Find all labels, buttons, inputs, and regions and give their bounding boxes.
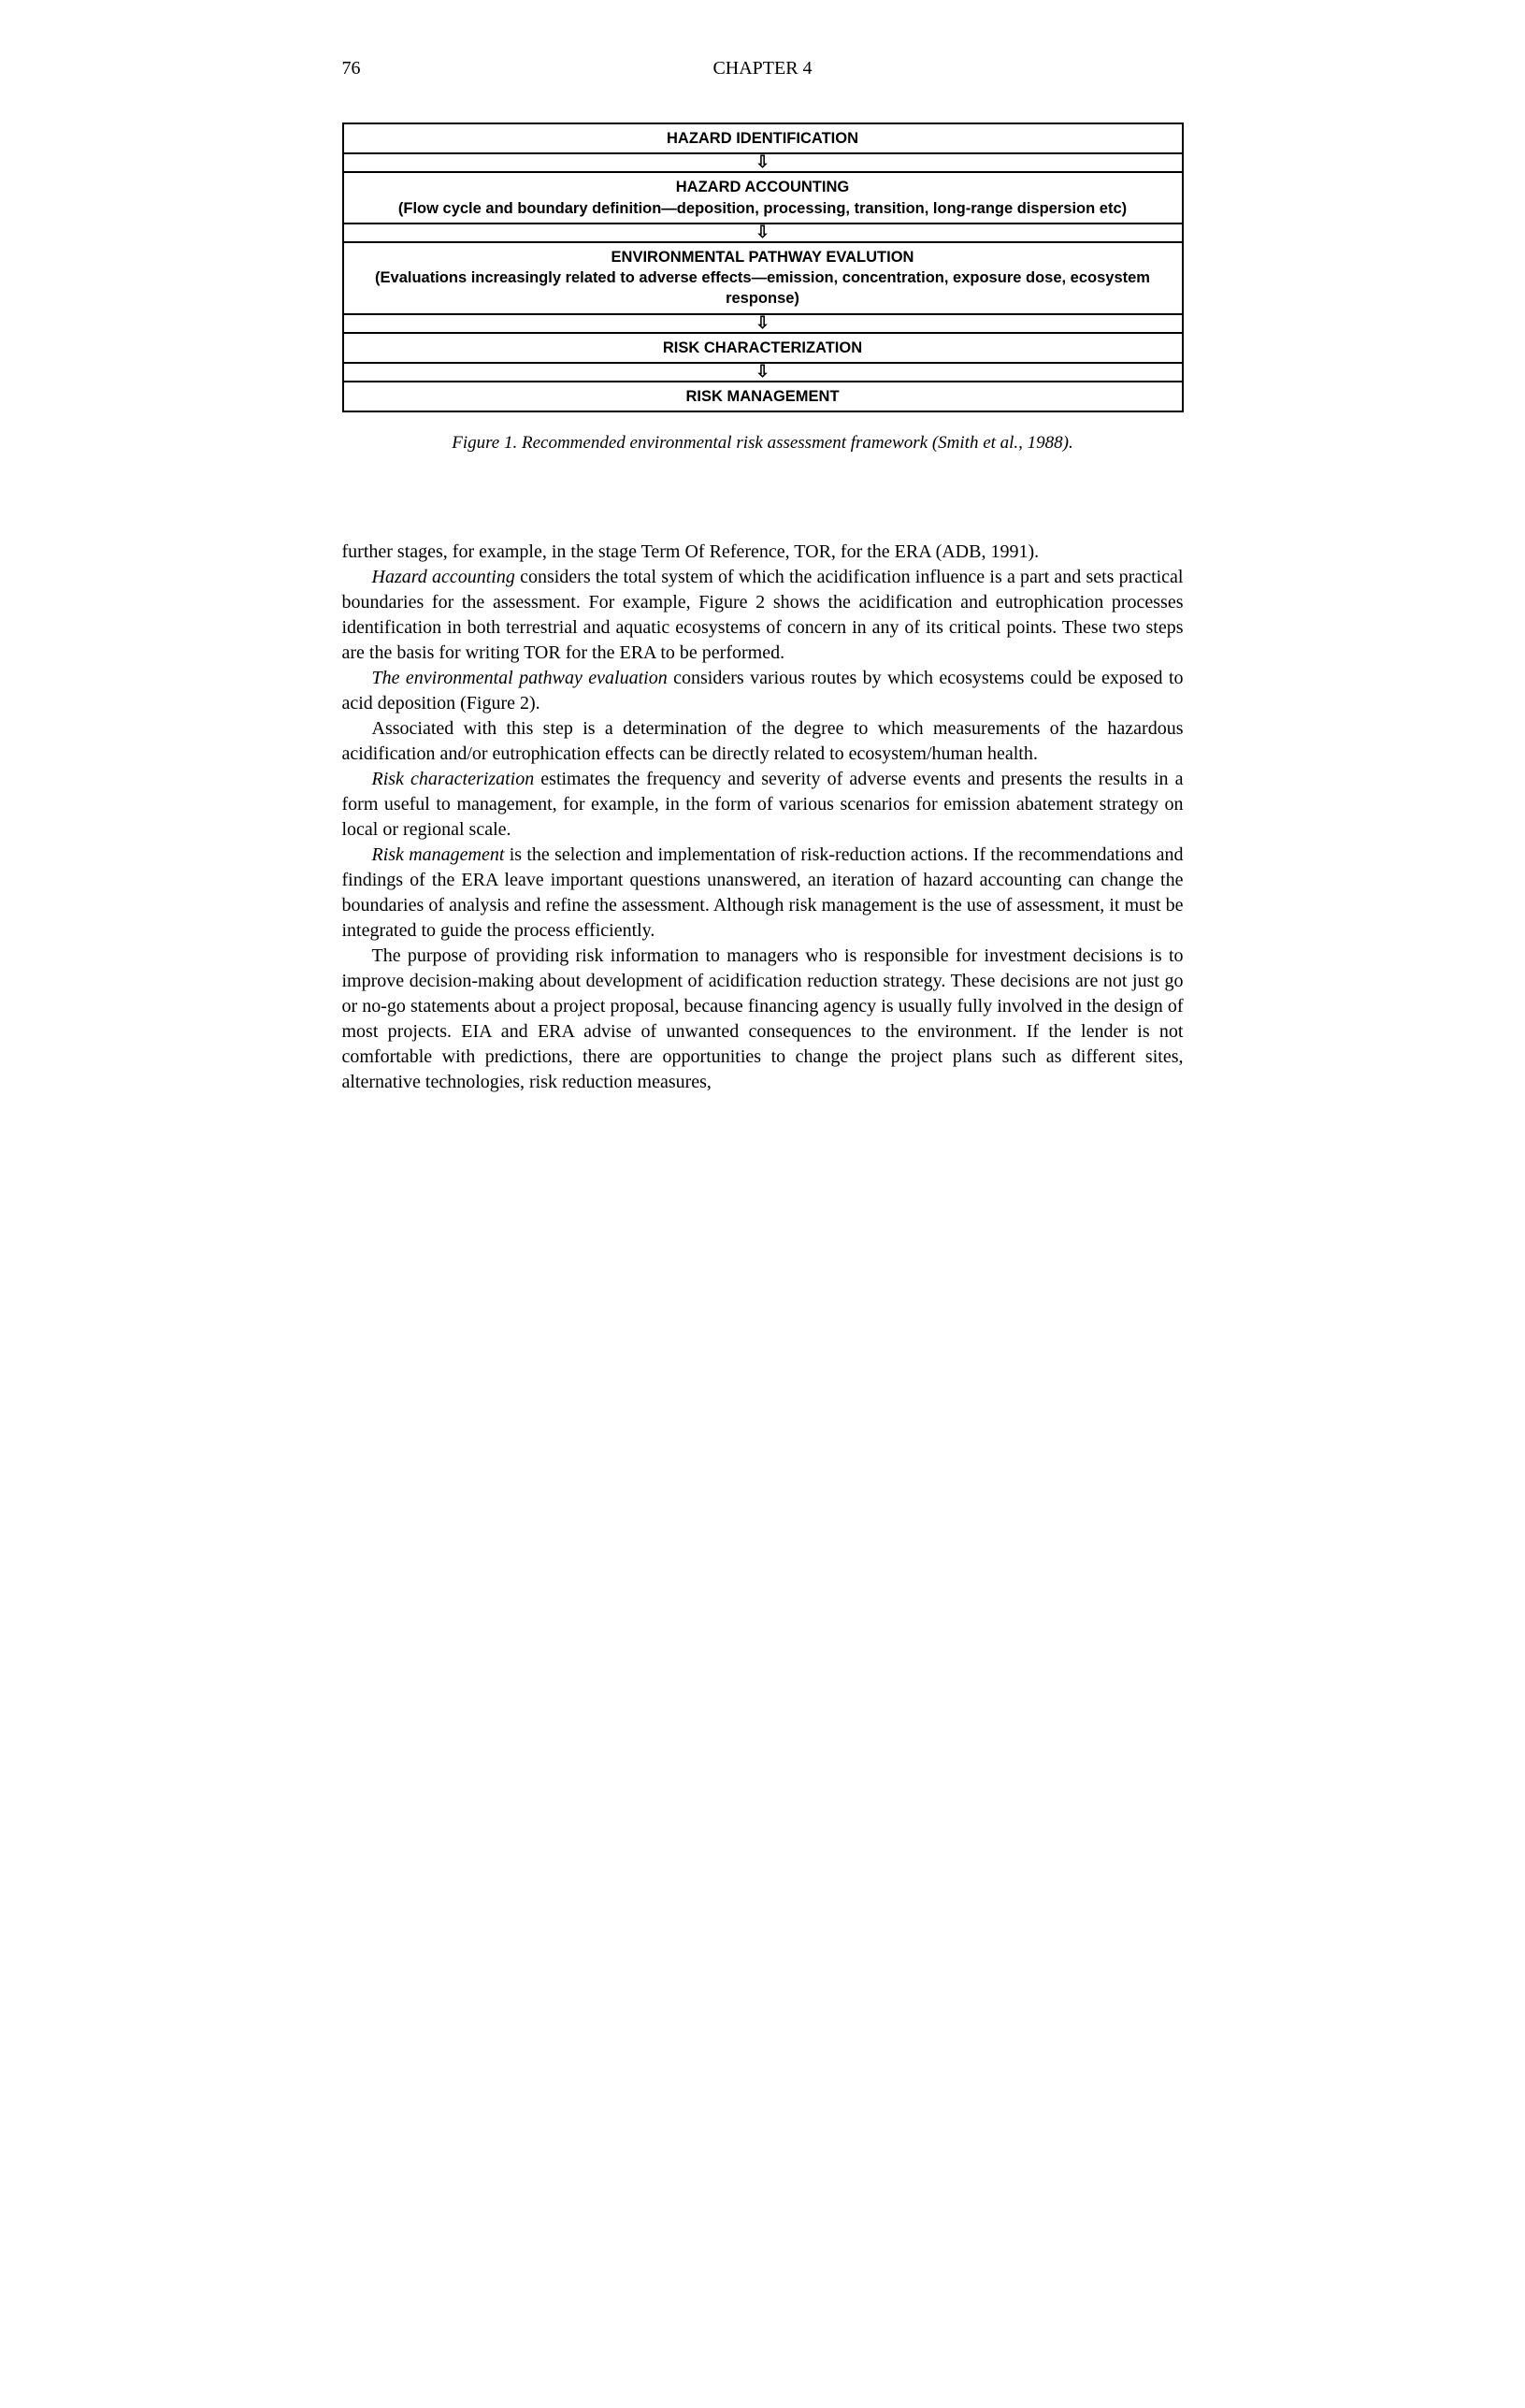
paragraph: Risk characterization estimates the freq… [342,767,1184,843]
diagram-box-risk-char: RISK CHARACTERIZATION [344,332,1182,362]
diagram-box-title: RISK CHARACTERIZATION [357,338,1169,358]
down-arrow-icon: ⇩ [755,223,770,240]
diagram-arrow-row: ⇩ [344,152,1182,171]
paragraph: further stages, for example, in the stag… [342,540,1184,565]
figure-caption: Figure 1. Recommended environmental risk… [342,431,1184,455]
paragraph: The environmental pathway evaluation con… [342,666,1184,716]
diagram-box-pathway: ENVIRONMENTAL PATHWAY EVALUTION (Evaluat… [344,241,1182,313]
diagram-box-title: RISK MANAGEMENT [357,386,1169,407]
down-arrow-icon: ⇩ [755,314,770,331]
diagram-box-subtitle: (Flow cycle and boundary definition—depo… [357,198,1169,219]
diagram-box-title: HAZARD ACCOUNTING [357,177,1169,197]
emphasis: The environmental pathway evaluation [372,668,668,688]
body-text: further stages, for example, in the stag… [342,540,1184,1095]
chapter-title: CHAPTER 4 [712,56,812,81]
diagram-box-title: HAZARD IDENTIFICATION [357,128,1169,149]
diagram-box-hazard-accounting: HAZARD ACCOUNTING (Flow cycle and bounda… [344,171,1182,223]
diagram-box-title: ENVIRONMENTAL PATHWAY EVALUTION [357,247,1169,267]
emphasis: Risk characterization [372,769,535,789]
diagram-box-subtitle: (Evaluations increasingly related to adv… [357,267,1169,310]
diagram-arrow-row: ⇩ [344,223,1182,241]
paragraph: Associated with this step is a determina… [342,716,1184,767]
emphasis: Risk management [372,844,505,865]
paragraph: Risk management is the selection and imp… [342,843,1184,944]
risk-framework-diagram: HAZARD IDENTIFICATION ⇩ HAZARD ACCOUNTIN… [342,123,1184,412]
diagram-arrow-row: ⇩ [344,313,1182,332]
diagram-arrow-row: ⇩ [344,362,1182,381]
diagram-box-risk-mgmt: RISK MANAGEMENT [344,381,1182,411]
page-number: 76 [342,56,361,81]
diagram-box-hazard-id: HAZARD IDENTIFICATION [344,124,1182,152]
down-arrow-icon: ⇩ [755,153,770,170]
page-header: 76 CHAPTER 4 76 [342,56,1184,81]
paragraph: Hazard accounting considers the total sy… [342,565,1184,666]
down-arrow-icon: ⇩ [755,363,770,380]
paragraph: The purpose of providing risk informatio… [342,944,1184,1095]
emphasis: Hazard accounting [372,567,515,587]
